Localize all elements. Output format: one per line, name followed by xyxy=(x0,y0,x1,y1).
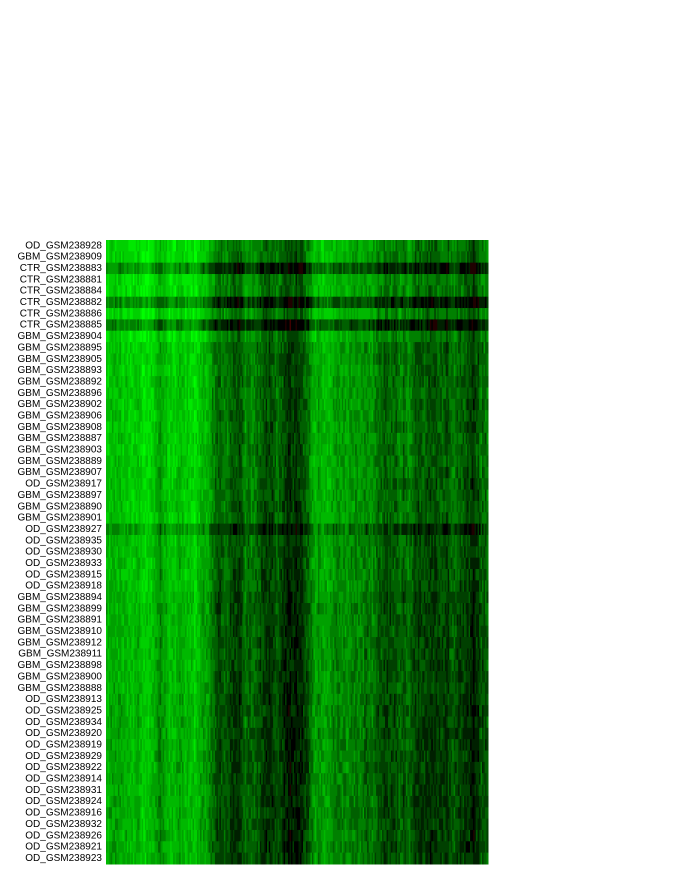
row-label: OD_GSM238935 xyxy=(25,535,102,546)
row-label: GBM_GSM238889 xyxy=(18,456,103,467)
row-label: CTR_GSM238885 xyxy=(20,320,103,331)
row-label: GBM_GSM238890 xyxy=(18,501,103,512)
row-label: OD_GSM238929 xyxy=(25,751,102,762)
row-label: GBM_GSM238907 xyxy=(18,467,103,478)
row-label: GBM_GSM238894 xyxy=(18,592,103,603)
row-label: CTR_GSM238882 xyxy=(20,297,103,308)
row-label: GBM_GSM238908 xyxy=(18,422,103,433)
row-label: OD_GSM238926 xyxy=(25,830,102,841)
row-label: OD_GSM238920 xyxy=(25,728,102,739)
row-label: OD_GSM238925 xyxy=(25,705,102,716)
row-dendrogram xyxy=(490,240,660,864)
row-label: GBM_GSM238910 xyxy=(18,626,103,637)
row-label: OD_GSM238922 xyxy=(25,762,102,773)
row-label: GBM_GSM238897 xyxy=(18,490,103,501)
row-label: CTR_GSM238886 xyxy=(20,308,103,319)
heatmap xyxy=(106,240,488,864)
row-label: OD_GSM238921 xyxy=(25,842,102,853)
row-label: GBM_GSM238893 xyxy=(18,365,103,376)
column-dendrogram xyxy=(0,0,300,150)
row-label: OD_GSM238915 xyxy=(25,569,102,580)
row-label: OD_GSM238919 xyxy=(25,740,102,751)
row-label: OD_GSM238931 xyxy=(25,785,102,796)
row-label: GBM_GSM238898 xyxy=(18,660,103,671)
row-label: GBM_GSM238903 xyxy=(18,445,103,456)
row-label: GBM_GSM238902 xyxy=(18,399,103,410)
row-label: OD_GSM238914 xyxy=(25,774,102,785)
row-label: GBM_GSM238899 xyxy=(18,603,103,614)
row-label: OD_GSM238927 xyxy=(25,524,102,535)
row-label: OD_GSM238923 xyxy=(25,853,102,864)
row-labels: OD_GSM238928GBM_GSM238909CTR_GSM238883CT… xyxy=(0,240,104,864)
row-label: GBM_GSM238909 xyxy=(18,252,103,263)
row-label: GBM_GSM238892 xyxy=(18,376,103,387)
row-label: GBM_GSM238896 xyxy=(18,388,103,399)
row-label: GBM_GSM238888 xyxy=(18,683,103,694)
row-label: OD_GSM238913 xyxy=(25,694,102,705)
row-label: GBM_GSM238895 xyxy=(18,342,103,353)
row-label: CTR_GSM238881 xyxy=(20,274,103,285)
row-label: OD_GSM238928 xyxy=(25,240,102,251)
row-label: GBM_GSM238912 xyxy=(18,637,103,648)
row-label: GBM_GSM238901 xyxy=(18,513,103,524)
row-label: CTR_GSM238884 xyxy=(20,286,103,297)
row-label: CTR_GSM238883 xyxy=(20,263,103,274)
row-label: OD_GSM238918 xyxy=(25,581,102,592)
row-label: OD_GSM238924 xyxy=(25,796,102,807)
row-label: GBM_GSM238904 xyxy=(18,331,103,342)
row-label: OD_GSM238933 xyxy=(25,558,102,569)
row-label: GBM_GSM238900 xyxy=(18,671,103,682)
row-label: OD_GSM238916 xyxy=(25,808,102,819)
row-label: OD_GSM238932 xyxy=(25,819,102,830)
row-label: GBM_GSM238905 xyxy=(18,354,103,365)
row-label: GBM_GSM238887 xyxy=(18,433,103,444)
row-label: GBM_GSM238911 xyxy=(18,649,102,660)
row-label: OD_GSM238917 xyxy=(25,479,102,490)
row-label: GBM_GSM238906 xyxy=(18,410,103,421)
row-label: OD_GSM238930 xyxy=(25,547,102,558)
row-label: OD_GSM238934 xyxy=(25,717,102,728)
row-label: GBM_GSM238891 xyxy=(18,615,103,626)
